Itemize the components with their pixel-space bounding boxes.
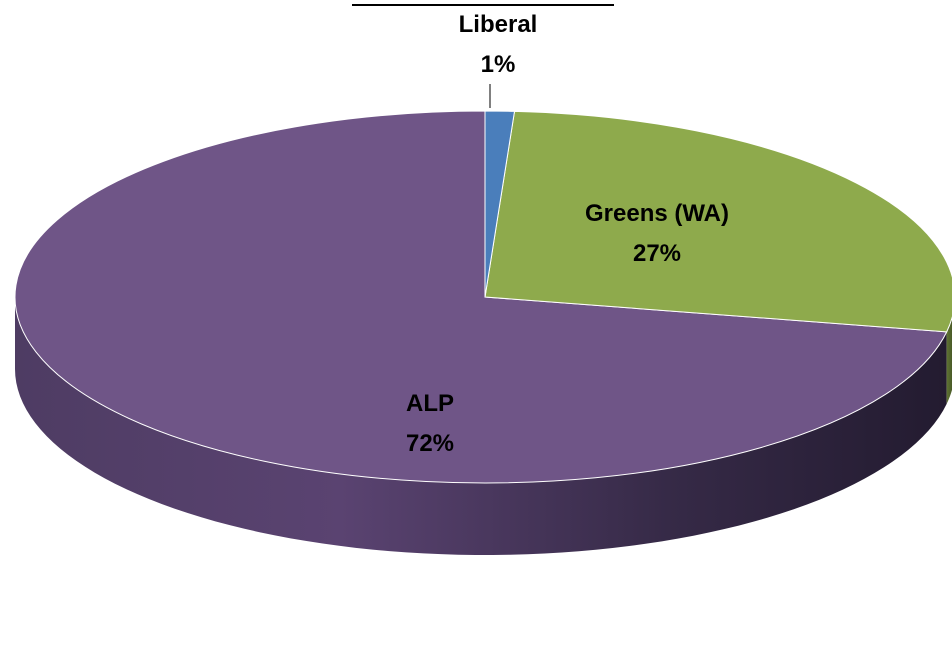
slice-value-liberal: 1% — [481, 51, 516, 78]
slice-label-greens: Greens (WA) — [585, 200, 729, 227]
pie-slice-alp — [14, 110, 948, 484]
slice-value-alp: 72% — [406, 430, 454, 457]
slice-label-liberal: Liberal — [459, 11, 538, 38]
pie-slice-greens — [484, 110, 952, 333]
pie-side-greens — [946, 317, 952, 404]
slice-label-alp: ALP — [406, 390, 454, 417]
pie-slice-liberal — [484, 110, 516, 298]
slice-value-greens: 27% — [633, 240, 681, 267]
pie-side — [15, 297, 947, 555]
